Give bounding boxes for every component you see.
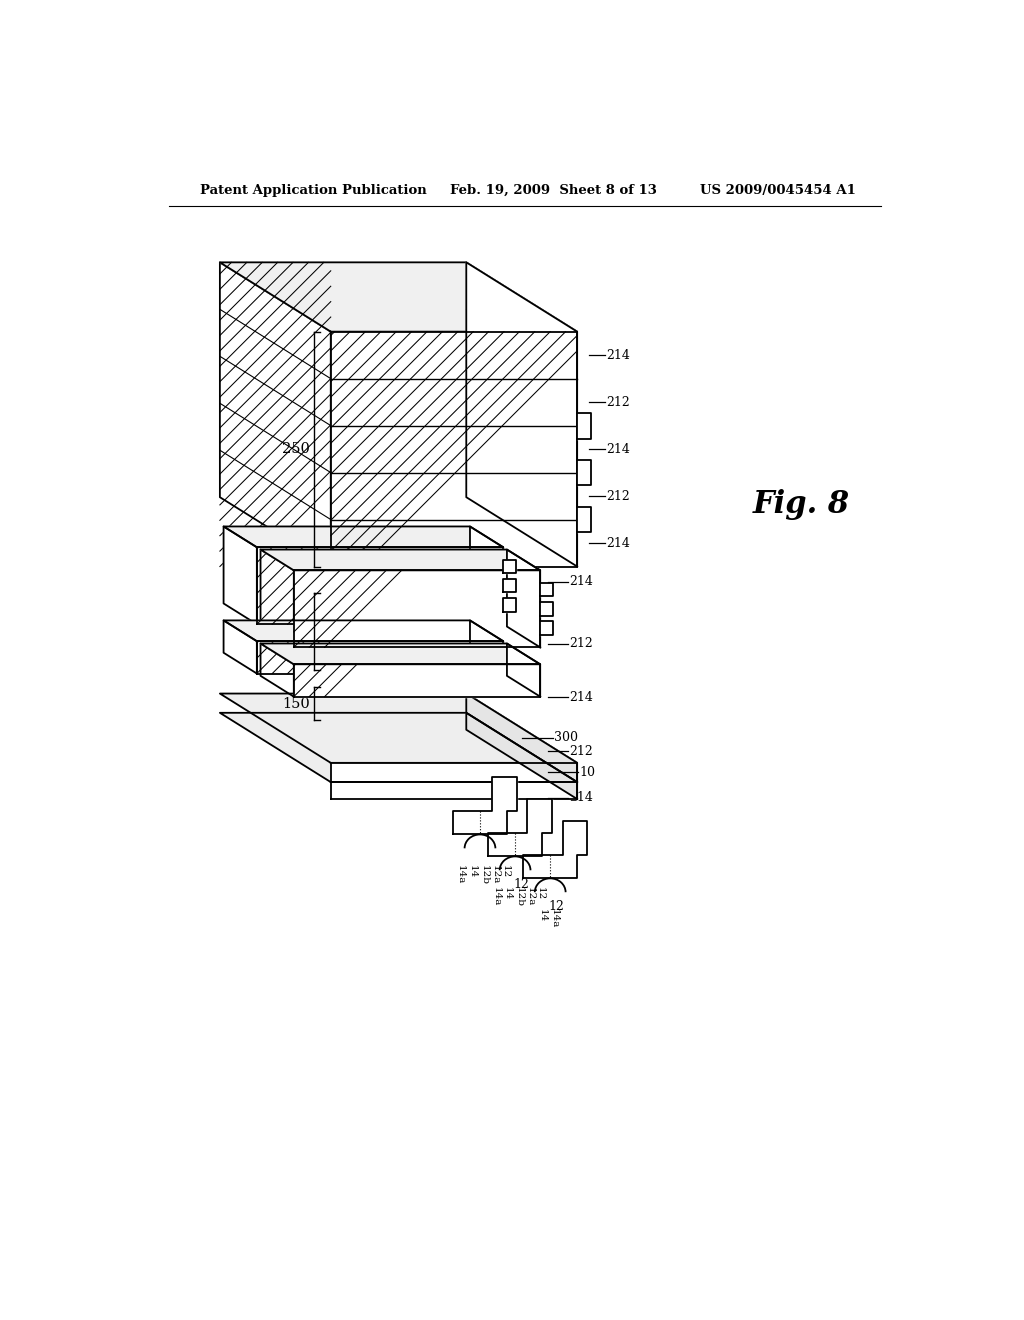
Text: 14a: 14a bbox=[492, 887, 501, 907]
Polygon shape bbox=[470, 620, 503, 673]
Text: 150: 150 bbox=[283, 697, 310, 710]
Polygon shape bbox=[260, 644, 294, 697]
Text: 14a: 14a bbox=[550, 909, 558, 928]
Text: 12: 12 bbox=[513, 878, 529, 891]
Polygon shape bbox=[257, 642, 503, 673]
Polygon shape bbox=[523, 821, 587, 878]
Text: 214: 214 bbox=[569, 791, 593, 804]
Polygon shape bbox=[331, 781, 578, 799]
Polygon shape bbox=[503, 579, 515, 593]
Text: 214: 214 bbox=[569, 690, 593, 704]
Polygon shape bbox=[331, 331, 578, 566]
Polygon shape bbox=[220, 263, 331, 566]
Polygon shape bbox=[578, 459, 591, 486]
Polygon shape bbox=[466, 693, 578, 781]
Text: Feb. 19, 2009  Sheet 8 of 13: Feb. 19, 2009 Sheet 8 of 13 bbox=[451, 185, 657, 197]
Polygon shape bbox=[466, 713, 578, 799]
Polygon shape bbox=[220, 693, 578, 763]
Text: 12a: 12a bbox=[526, 887, 535, 907]
Polygon shape bbox=[223, 620, 257, 673]
Polygon shape bbox=[223, 620, 503, 642]
Polygon shape bbox=[260, 644, 541, 664]
Text: 14: 14 bbox=[468, 866, 477, 879]
Polygon shape bbox=[257, 548, 503, 624]
Polygon shape bbox=[260, 549, 294, 647]
Polygon shape bbox=[578, 507, 591, 532]
Text: 10: 10 bbox=[580, 766, 596, 779]
Polygon shape bbox=[541, 602, 553, 615]
Text: 212: 212 bbox=[606, 490, 630, 503]
Text: 300: 300 bbox=[554, 731, 579, 744]
Polygon shape bbox=[220, 263, 578, 331]
Polygon shape bbox=[507, 549, 541, 647]
Polygon shape bbox=[578, 413, 591, 438]
Text: 212: 212 bbox=[569, 744, 593, 758]
Text: 214: 214 bbox=[606, 348, 631, 362]
Text: 14a: 14a bbox=[457, 866, 465, 884]
Text: 12: 12 bbox=[548, 900, 564, 913]
Text: 12: 12 bbox=[536, 887, 545, 900]
Polygon shape bbox=[223, 527, 503, 548]
Polygon shape bbox=[453, 776, 517, 834]
Polygon shape bbox=[541, 622, 553, 635]
Polygon shape bbox=[503, 598, 515, 611]
Text: 14: 14 bbox=[503, 887, 512, 900]
Text: Fig. 8: Fig. 8 bbox=[753, 490, 850, 520]
Text: 12: 12 bbox=[501, 866, 510, 879]
Polygon shape bbox=[488, 799, 552, 857]
Text: 214: 214 bbox=[606, 536, 631, 549]
Text: Patent Application Publication: Patent Application Publication bbox=[200, 185, 427, 197]
Polygon shape bbox=[220, 713, 578, 781]
Text: 14: 14 bbox=[538, 909, 547, 923]
Text: 350: 350 bbox=[282, 624, 310, 639]
Polygon shape bbox=[470, 527, 503, 624]
Polygon shape bbox=[294, 570, 541, 647]
Text: 214: 214 bbox=[569, 576, 593, 589]
Text: 12b: 12b bbox=[514, 887, 523, 907]
Text: 12b: 12b bbox=[479, 866, 488, 886]
Text: 250: 250 bbox=[282, 442, 310, 457]
Text: 212: 212 bbox=[606, 396, 630, 409]
Text: US 2009/0045454 A1: US 2009/0045454 A1 bbox=[700, 185, 856, 197]
Polygon shape bbox=[507, 644, 541, 697]
Polygon shape bbox=[331, 763, 578, 781]
Polygon shape bbox=[294, 664, 541, 697]
Text: 214: 214 bbox=[606, 442, 631, 455]
Text: 12a: 12a bbox=[490, 866, 500, 884]
Polygon shape bbox=[541, 583, 553, 597]
Polygon shape bbox=[260, 549, 541, 570]
Polygon shape bbox=[466, 263, 578, 566]
Text: 212: 212 bbox=[569, 638, 593, 649]
Polygon shape bbox=[503, 560, 515, 573]
Polygon shape bbox=[223, 527, 257, 624]
